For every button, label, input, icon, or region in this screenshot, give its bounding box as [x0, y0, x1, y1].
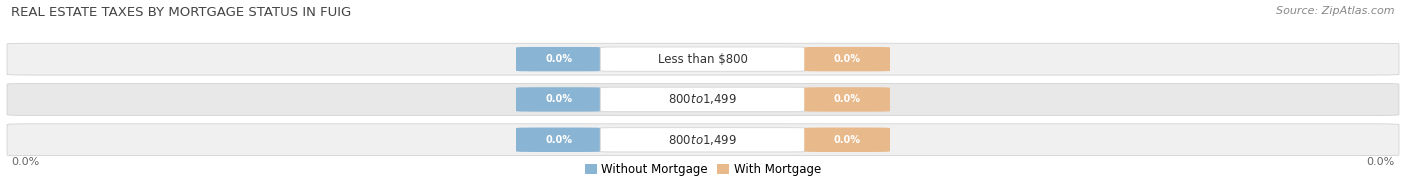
Text: 0.0%: 0.0% [546, 94, 572, 105]
Text: $800 to $1,499: $800 to $1,499 [668, 133, 738, 147]
Text: $800 to $1,499: $800 to $1,499 [668, 92, 738, 106]
FancyBboxPatch shape [804, 87, 890, 112]
Text: 0.0%: 0.0% [546, 54, 572, 64]
Text: 0.0%: 0.0% [1367, 157, 1395, 167]
Text: 0.0%: 0.0% [11, 157, 39, 167]
FancyBboxPatch shape [7, 83, 1399, 115]
Text: 0.0%: 0.0% [834, 135, 860, 145]
FancyBboxPatch shape [600, 128, 806, 152]
FancyBboxPatch shape [516, 128, 602, 152]
Text: 0.0%: 0.0% [546, 135, 572, 145]
FancyBboxPatch shape [804, 47, 890, 71]
Text: 0.0%: 0.0% [834, 94, 860, 105]
FancyBboxPatch shape [600, 47, 806, 71]
Legend: Without Mortgage, With Mortgage: Without Mortgage, With Mortgage [585, 163, 821, 176]
Text: Less than $800: Less than $800 [658, 53, 748, 66]
Text: REAL ESTATE TAXES BY MORTGAGE STATUS IN FUIG: REAL ESTATE TAXES BY MORTGAGE STATUS IN … [11, 6, 352, 19]
FancyBboxPatch shape [7, 43, 1399, 75]
FancyBboxPatch shape [516, 47, 602, 71]
FancyBboxPatch shape [516, 87, 602, 112]
FancyBboxPatch shape [600, 87, 806, 112]
FancyBboxPatch shape [7, 124, 1399, 156]
Text: 0.0%: 0.0% [834, 54, 860, 64]
FancyBboxPatch shape [804, 128, 890, 152]
Text: Source: ZipAtlas.com: Source: ZipAtlas.com [1277, 6, 1395, 16]
